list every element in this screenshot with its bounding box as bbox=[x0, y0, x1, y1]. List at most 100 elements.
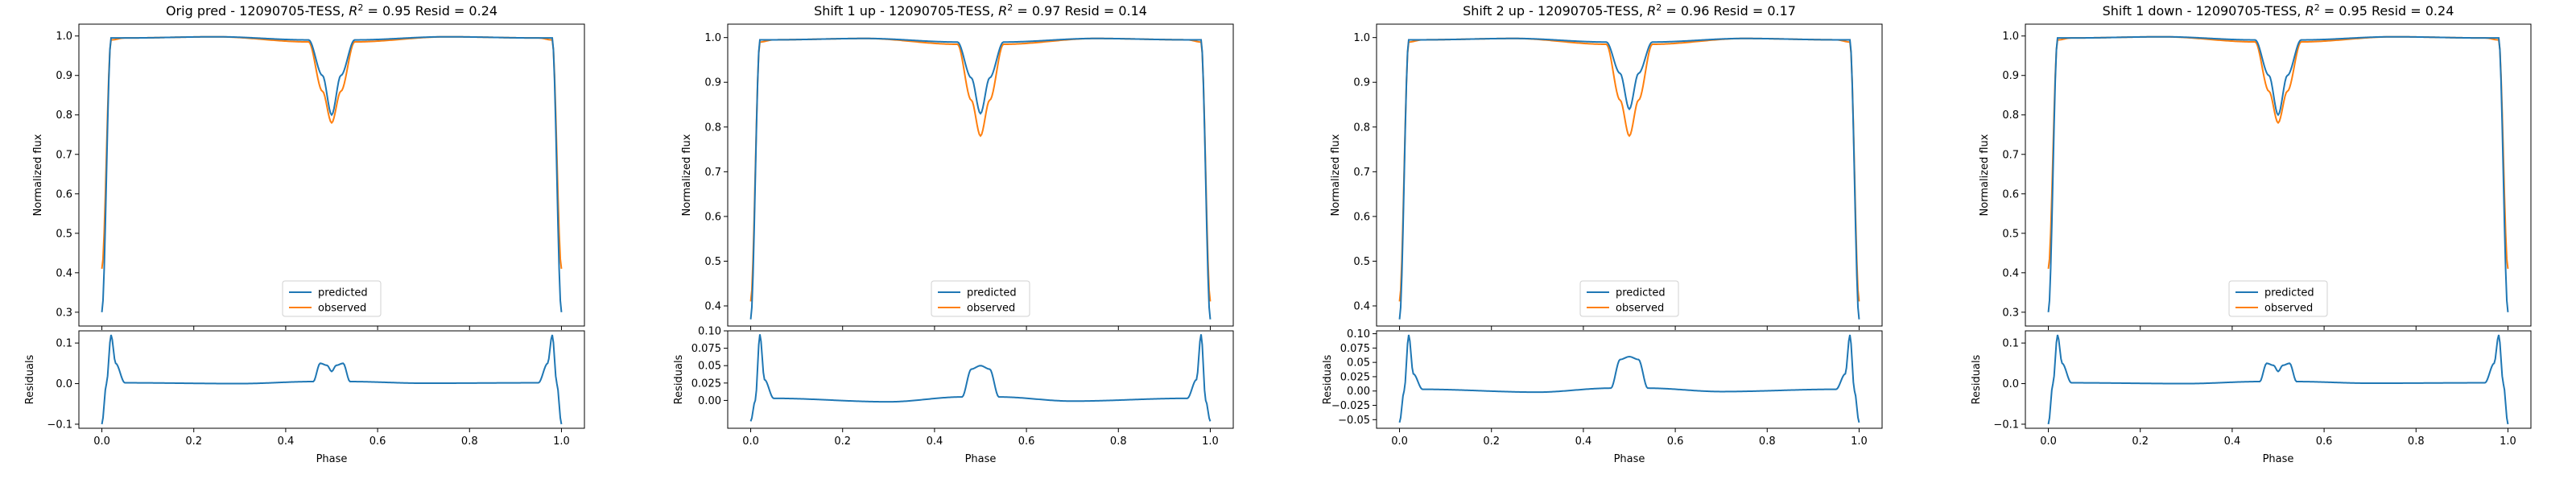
series-line-observed bbox=[101, 35, 563, 270]
main-y-tick-label: 0.8 bbox=[2002, 109, 2019, 122]
main-y-tick-label: 0.8 bbox=[704, 122, 721, 134]
main-y-tick-label: 0.7 bbox=[56, 149, 72, 161]
x-tick-label: 0.4 bbox=[278, 436, 295, 448]
main-y-tick-label: 0.3 bbox=[56, 307, 72, 319]
main-axes-frame bbox=[1376, 23, 1883, 327]
chart-title: Shift 1 up - 12090705-TESS, R2 = 0.97 Re… bbox=[814, 2, 1147, 19]
main-y-tick-label: 0.4 bbox=[1353, 301, 1370, 313]
x-axis-label: Phase bbox=[965, 453, 997, 465]
residual-axes-frame bbox=[1376, 330, 1883, 429]
main-y-tick-label: 0.9 bbox=[56, 70, 72, 82]
x-tick-label: 0.2 bbox=[2132, 436, 2149, 448]
legend-label-predicted: predicted bbox=[1616, 287, 1666, 299]
residual-y-axis-label: Residuals bbox=[24, 354, 36, 404]
main-y-tick-label: 0.7 bbox=[2002, 149, 2019, 161]
main-y-axis-label: Normalized flux bbox=[1979, 134, 1991, 216]
residual-y-tick-label: 0.1 bbox=[2002, 338, 2019, 350]
x-tick-label: 0.0 bbox=[1391, 436, 1408, 448]
legend-label-predicted: predicted bbox=[318, 287, 368, 299]
legend-label-observed: observed bbox=[1616, 303, 1664, 315]
main-y-tick-label: 0.4 bbox=[2002, 267, 2019, 279]
main-y-tick-label: 0.4 bbox=[56, 267, 72, 279]
x-tick-label: 0.4 bbox=[927, 436, 943, 448]
residual-y-tick-label: 0.075 bbox=[1340, 343, 1370, 355]
series-line-observed bbox=[1398, 37, 1860, 302]
main-y-tick-label: 0.9 bbox=[704, 77, 721, 89]
x-tick-label: 0.2 bbox=[1483, 436, 1500, 448]
main-y-tick-label: 1.0 bbox=[704, 32, 721, 44]
main-y-tick-label: 0.8 bbox=[1353, 122, 1370, 134]
x-tick-label: 1.0 bbox=[1202, 436, 1219, 448]
series-line-predicted bbox=[2047, 35, 2509, 312]
main-y-tick-label: 1.0 bbox=[2002, 31, 2019, 43]
residual-axes-frame bbox=[2025, 330, 2532, 429]
residual-line bbox=[1398, 334, 1860, 423]
main-y-tick-label: 0.5 bbox=[2002, 228, 2019, 240]
residual-y-tick-label: 0.00 bbox=[698, 395, 721, 407]
x-tick-label: 0.8 bbox=[2408, 436, 2425, 448]
main-y-tick-label: 0.7 bbox=[704, 167, 721, 179]
x-tick-label: 0.4 bbox=[2224, 436, 2241, 448]
x-tick-label: 0.8 bbox=[1759, 436, 1776, 448]
residual-y-tick-label: −0.05 bbox=[1338, 415, 1370, 427]
residual-line bbox=[2047, 334, 2509, 425]
residual-y-tick-label: 0.025 bbox=[1340, 371, 1370, 383]
legend-label-observed: observed bbox=[2264, 303, 2313, 315]
residual-line bbox=[101, 334, 563, 425]
x-tick-label: 0.0 bbox=[2040, 436, 2057, 448]
residual-y-tick-label: 0.075 bbox=[691, 343, 721, 355]
subplot-1: Orig pred - 12090705-TESS, R2 = 0.95 Res… bbox=[24, 2, 585, 465]
residual-y-tick-label: 0.0 bbox=[56, 378, 72, 390]
series-line-predicted bbox=[1398, 37, 1860, 320]
series-line-predicted bbox=[749, 37, 1212, 320]
x-axis-label: Phase bbox=[1614, 453, 1645, 465]
main-y-tick-label: 0.6 bbox=[2002, 188, 2019, 200]
subplot-4: Shift 1 down - 12090705-TESS, R2 = 0.95 … bbox=[1971, 2, 2532, 465]
x-tick-label: 0.4 bbox=[1575, 436, 1592, 448]
main-y-tick-label: 0.9 bbox=[2002, 70, 2019, 82]
x-axis-label: Phase bbox=[316, 453, 348, 465]
legend-label-observed: observed bbox=[967, 303, 1015, 315]
subplot-3: Shift 2 up - 12090705-TESS, R2 = 0.96 Re… bbox=[1322, 2, 1883, 465]
x-tick-label: 1.0 bbox=[553, 436, 570, 448]
main-y-tick-label: 0.6 bbox=[1353, 211, 1370, 223]
residual-axes-frame bbox=[727, 330, 1234, 429]
main-axes-frame bbox=[2025, 23, 2532, 327]
residual-y-axis-label: Residuals bbox=[1971, 354, 1983, 404]
main-y-tick-label: 0.7 bbox=[1353, 167, 1370, 179]
x-tick-label: 1.0 bbox=[2500, 436, 2516, 448]
main-y-tick-label: 0.6 bbox=[704, 211, 721, 223]
residual-y-tick-label: 0.05 bbox=[698, 361, 721, 373]
residual-y-tick-label: 0.0 bbox=[2002, 378, 2019, 390]
main-axes-frame bbox=[727, 23, 1234, 327]
x-tick-label: 0.8 bbox=[461, 436, 478, 448]
series-line-observed bbox=[2047, 35, 2509, 270]
main-y-tick-label: 0.3 bbox=[2002, 307, 2019, 319]
residual-line bbox=[749, 334, 1212, 422]
residual-y-tick-label: 0.1 bbox=[56, 338, 72, 350]
x-tick-label: 0.6 bbox=[1018, 436, 1035, 448]
x-tick-label: 0.2 bbox=[185, 436, 202, 448]
legend-label-predicted: predicted bbox=[2264, 287, 2314, 299]
residual-y-tick-label: 0.10 bbox=[1347, 328, 1370, 341]
legend-label-predicted: predicted bbox=[967, 287, 1017, 299]
main-y-tick-label: 0.8 bbox=[56, 109, 72, 122]
series-line-predicted bbox=[101, 35, 563, 312]
chart-title: Orig pred - 12090705-TESS, R2 = 0.95 Res… bbox=[166, 2, 497, 19]
residual-y-tick-label: 0.00 bbox=[1347, 386, 1370, 398]
legend-label-observed: observed bbox=[318, 303, 366, 315]
x-tick-label: 0.8 bbox=[1110, 436, 1127, 448]
residual-y-tick-label: −0.1 bbox=[47, 419, 72, 431]
residual-y-tick-label: 0.025 bbox=[691, 378, 721, 390]
series-line-observed bbox=[749, 37, 1212, 302]
chart-title: Shift 2 up - 12090705-TESS, R2 = 0.96 Re… bbox=[1463, 2, 1796, 19]
chart-title: Shift 1 down - 12090705-TESS, R2 = 0.95 … bbox=[2103, 2, 2454, 19]
x-tick-label: 1.0 bbox=[1851, 436, 1868, 448]
residual-y-tick-label: −0.025 bbox=[1331, 400, 1370, 412]
residual-y-tick-label: 0.05 bbox=[1347, 357, 1370, 369]
x-axis-label: Phase bbox=[2263, 453, 2294, 465]
subplot-2: Shift 1 up - 12090705-TESS, R2 = 0.97 Re… bbox=[673, 2, 1234, 465]
main-y-tick-label: 0.9 bbox=[1353, 77, 1370, 89]
residual-y-tick-label: −0.1 bbox=[1993, 419, 2019, 431]
